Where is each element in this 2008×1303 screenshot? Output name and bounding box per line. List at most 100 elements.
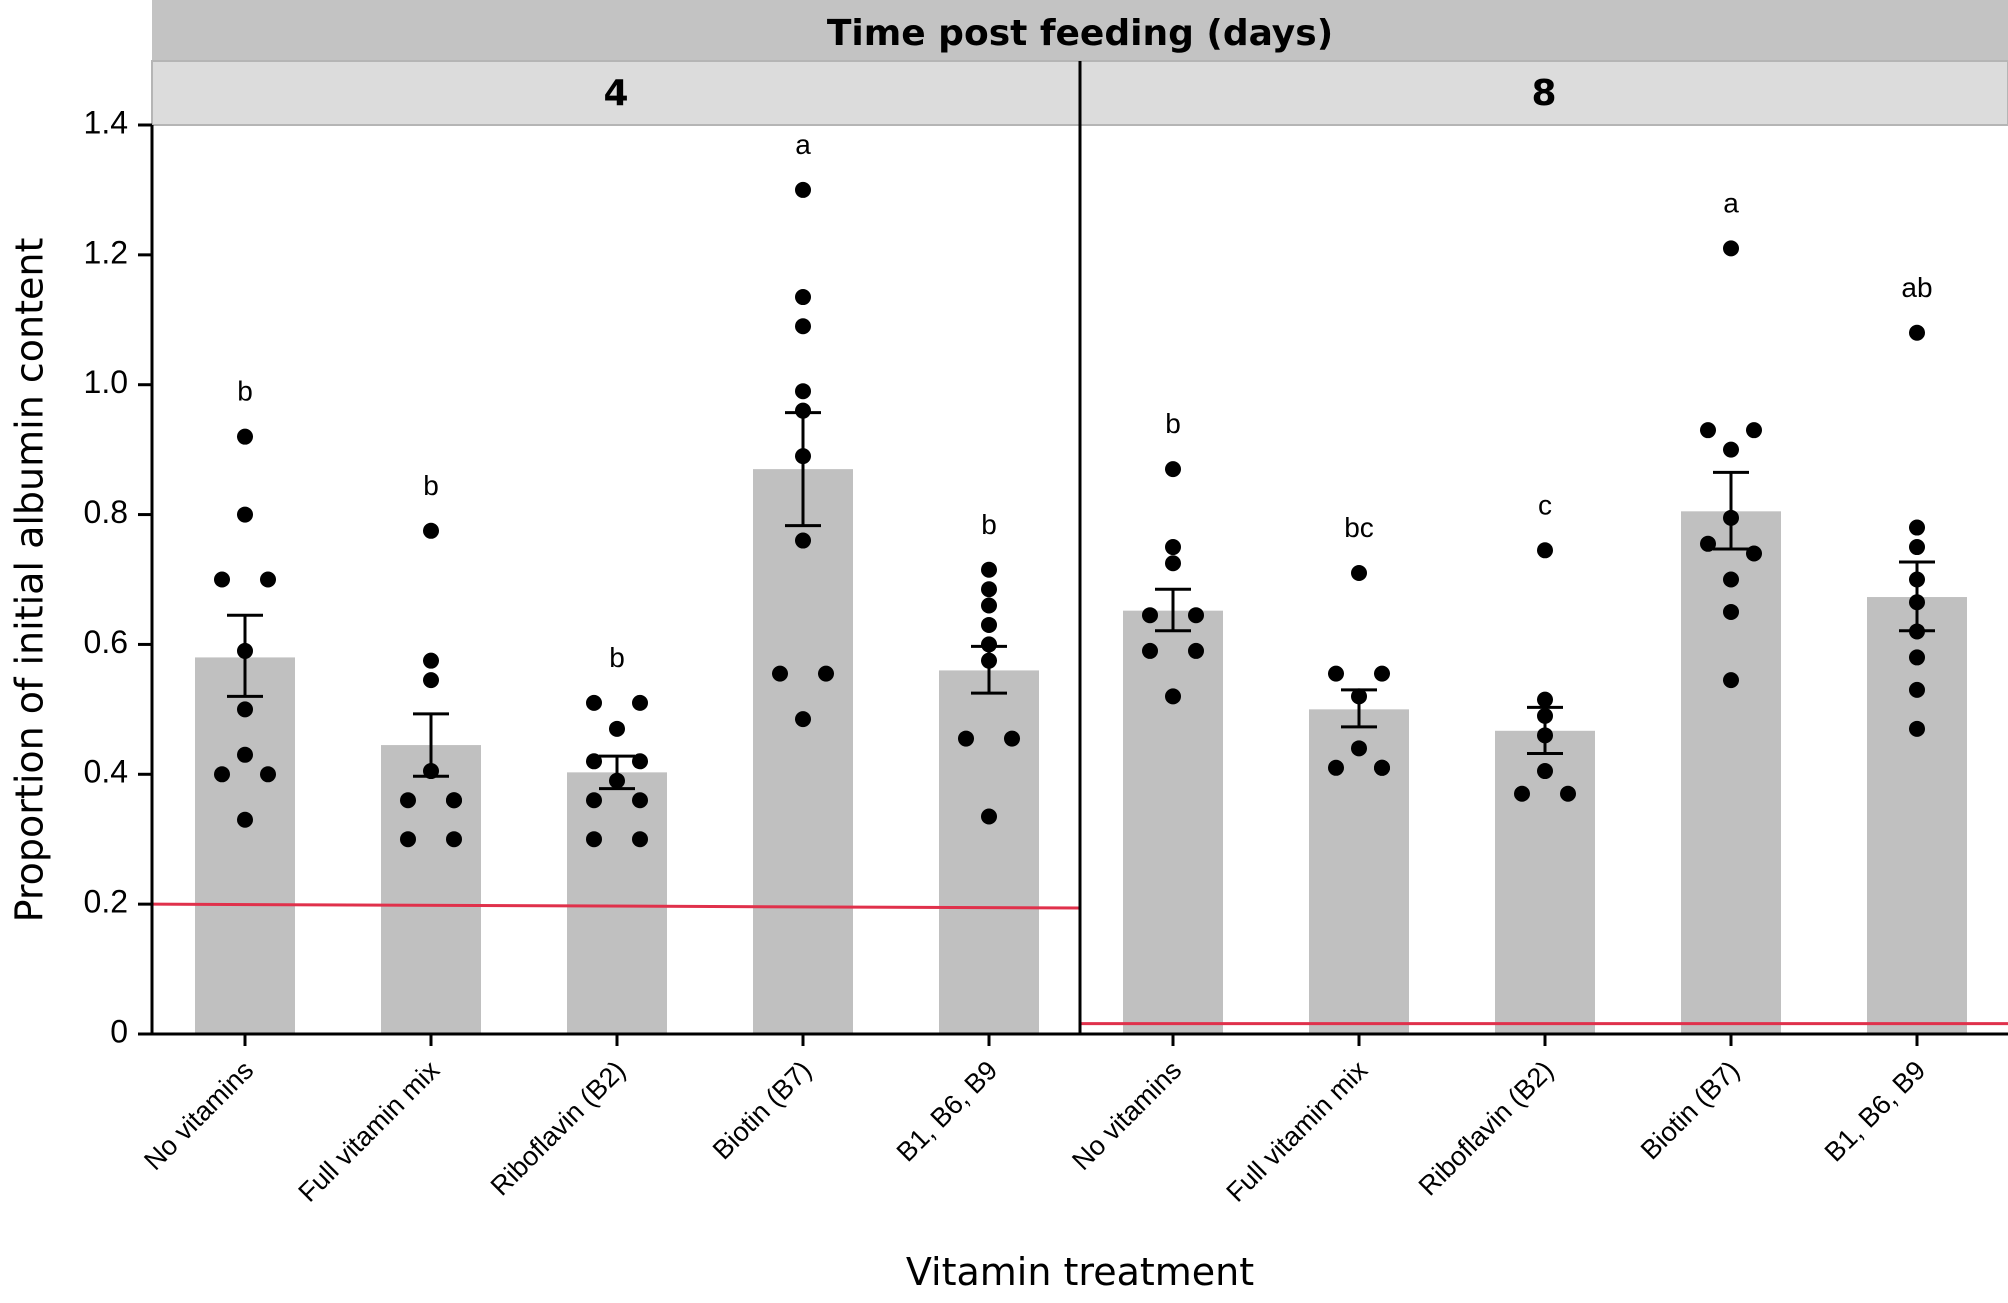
- data-point: [1700, 535, 1716, 552]
- data-point: [818, 665, 834, 682]
- data-point: [1165, 555, 1181, 572]
- facet-strip-outer: [152, 0, 2008, 60]
- x-tick-label: B1, B6, B9: [1819, 1055, 1931, 1167]
- data-point: [795, 318, 811, 335]
- significance-letter-p2-5: ab: [1901, 272, 1932, 303]
- data-point: [423, 522, 439, 539]
- data-point: [1560, 785, 1576, 802]
- bar-p1-3: [567, 772, 667, 1034]
- data-point: [632, 753, 648, 770]
- y-tick-label: 1.2: [84, 234, 128, 270]
- data-point: [1909, 539, 1925, 556]
- data-point: [586, 753, 602, 770]
- x-tick-label: B1, B6, B9: [891, 1055, 1003, 1167]
- data-point: [400, 831, 416, 848]
- data-point: [1723, 509, 1739, 526]
- x-tick-label: Full vitamin mix: [292, 1055, 445, 1208]
- data-point: [981, 808, 997, 825]
- significance-letter-p1-4: a: [795, 129, 811, 160]
- data-point: [1537, 763, 1553, 780]
- data-point: [1537, 707, 1553, 724]
- data-point: [423, 672, 439, 689]
- data-point: [1537, 727, 1553, 744]
- data-point: [981, 581, 997, 598]
- facet-strip-panel-2: [1079, 60, 2008, 126]
- significance-letter-p2-4: a: [1723, 187, 1739, 218]
- data-point: [1909, 720, 1925, 737]
- data-point: [1537, 542, 1553, 559]
- y-tick-label: 0.6: [84, 624, 128, 660]
- data-point: [795, 448, 811, 465]
- data-point: [795, 711, 811, 728]
- data-point: [981, 616, 997, 633]
- data-point: [214, 571, 230, 588]
- data-point: [1004, 730, 1020, 747]
- y-axis-ticks: 0 0.2 0.4 0.6 0.8 1.0 1.2 1.4: [84, 104, 152, 1049]
- data-points: [214, 181, 1925, 848]
- data-point: [237, 746, 253, 763]
- data-point: [1537, 691, 1553, 708]
- x-tick-label: No vitamins: [1066, 1055, 1187, 1176]
- data-point: [795, 181, 811, 198]
- significance-letter-p1-2: b: [423, 470, 439, 501]
- data-point: [632, 694, 648, 711]
- y-axis-title: Proportion of initial albumin content: [8, 238, 52, 923]
- bar-p1-5: [939, 670, 1039, 1034]
- data-point: [1723, 441, 1739, 458]
- data-point: [981, 597, 997, 614]
- data-point: [609, 772, 625, 789]
- data-point: [237, 642, 253, 659]
- data-point: [423, 652, 439, 669]
- data-point: [958, 730, 974, 747]
- data-point: [632, 831, 648, 848]
- data-point: [1374, 665, 1390, 682]
- data-point: [1909, 623, 1925, 640]
- y-tick-label: 0.2: [84, 884, 128, 920]
- error-bar-p2-1: [1155, 587, 1191, 633]
- data-point: [446, 792, 462, 809]
- y-tick-label: 1.0: [84, 364, 128, 400]
- data-point: [772, 665, 788, 682]
- x-tick-label: No vitamins: [138, 1055, 259, 1176]
- bar-p2-4: [1681, 511, 1781, 1034]
- significance-letter-p2-2: bc: [1344, 512, 1374, 543]
- data-point: [214, 766, 230, 783]
- data-point: [260, 571, 276, 588]
- data-point: [1909, 649, 1925, 666]
- facet-strip-title: Time post feeding (days): [827, 13, 1333, 54]
- reference-line-panel-1: [151, 902, 1081, 910]
- data-point: [237, 811, 253, 828]
- data-point: [1351, 688, 1367, 705]
- significance-letter-p2-3: c: [1538, 489, 1552, 520]
- data-point: [795, 402, 811, 419]
- data-point: [1700, 422, 1716, 439]
- y-tick-label: 0.4: [84, 754, 128, 790]
- data-point: [1909, 324, 1925, 341]
- data-point: [1142, 607, 1158, 624]
- x-tick-label: Biotin (B7): [707, 1055, 817, 1165]
- data-point: [1909, 519, 1925, 536]
- x-axis-title: Vitamin treatment: [906, 1250, 1254, 1294]
- data-point: [1374, 759, 1390, 776]
- data-point: [1514, 785, 1530, 802]
- data-point: [400, 792, 416, 809]
- bar-p2-3: [1495, 730, 1595, 1034]
- data-point: [1165, 539, 1181, 556]
- data-point: [1746, 545, 1762, 562]
- data-point: [981, 561, 997, 578]
- bar-p1-4: [753, 469, 853, 1034]
- data-point: [1909, 594, 1925, 611]
- data-point: [1909, 681, 1925, 698]
- bar-p1-1: [195, 657, 295, 1034]
- facet-strip-panel-1: [151, 60, 1081, 126]
- x-tick-label: Riboflavin (B2): [1413, 1055, 1559, 1201]
- y-tick-label: 0.8: [84, 494, 128, 530]
- data-point: [1165, 461, 1181, 478]
- bar-p2-2: [1309, 709, 1409, 1034]
- data-point: [260, 766, 276, 783]
- x-tick-label: Riboflavin (B2): [485, 1055, 631, 1201]
- data-point: [632, 792, 648, 809]
- data-point: [1188, 642, 1204, 659]
- data-point: [1328, 759, 1344, 776]
